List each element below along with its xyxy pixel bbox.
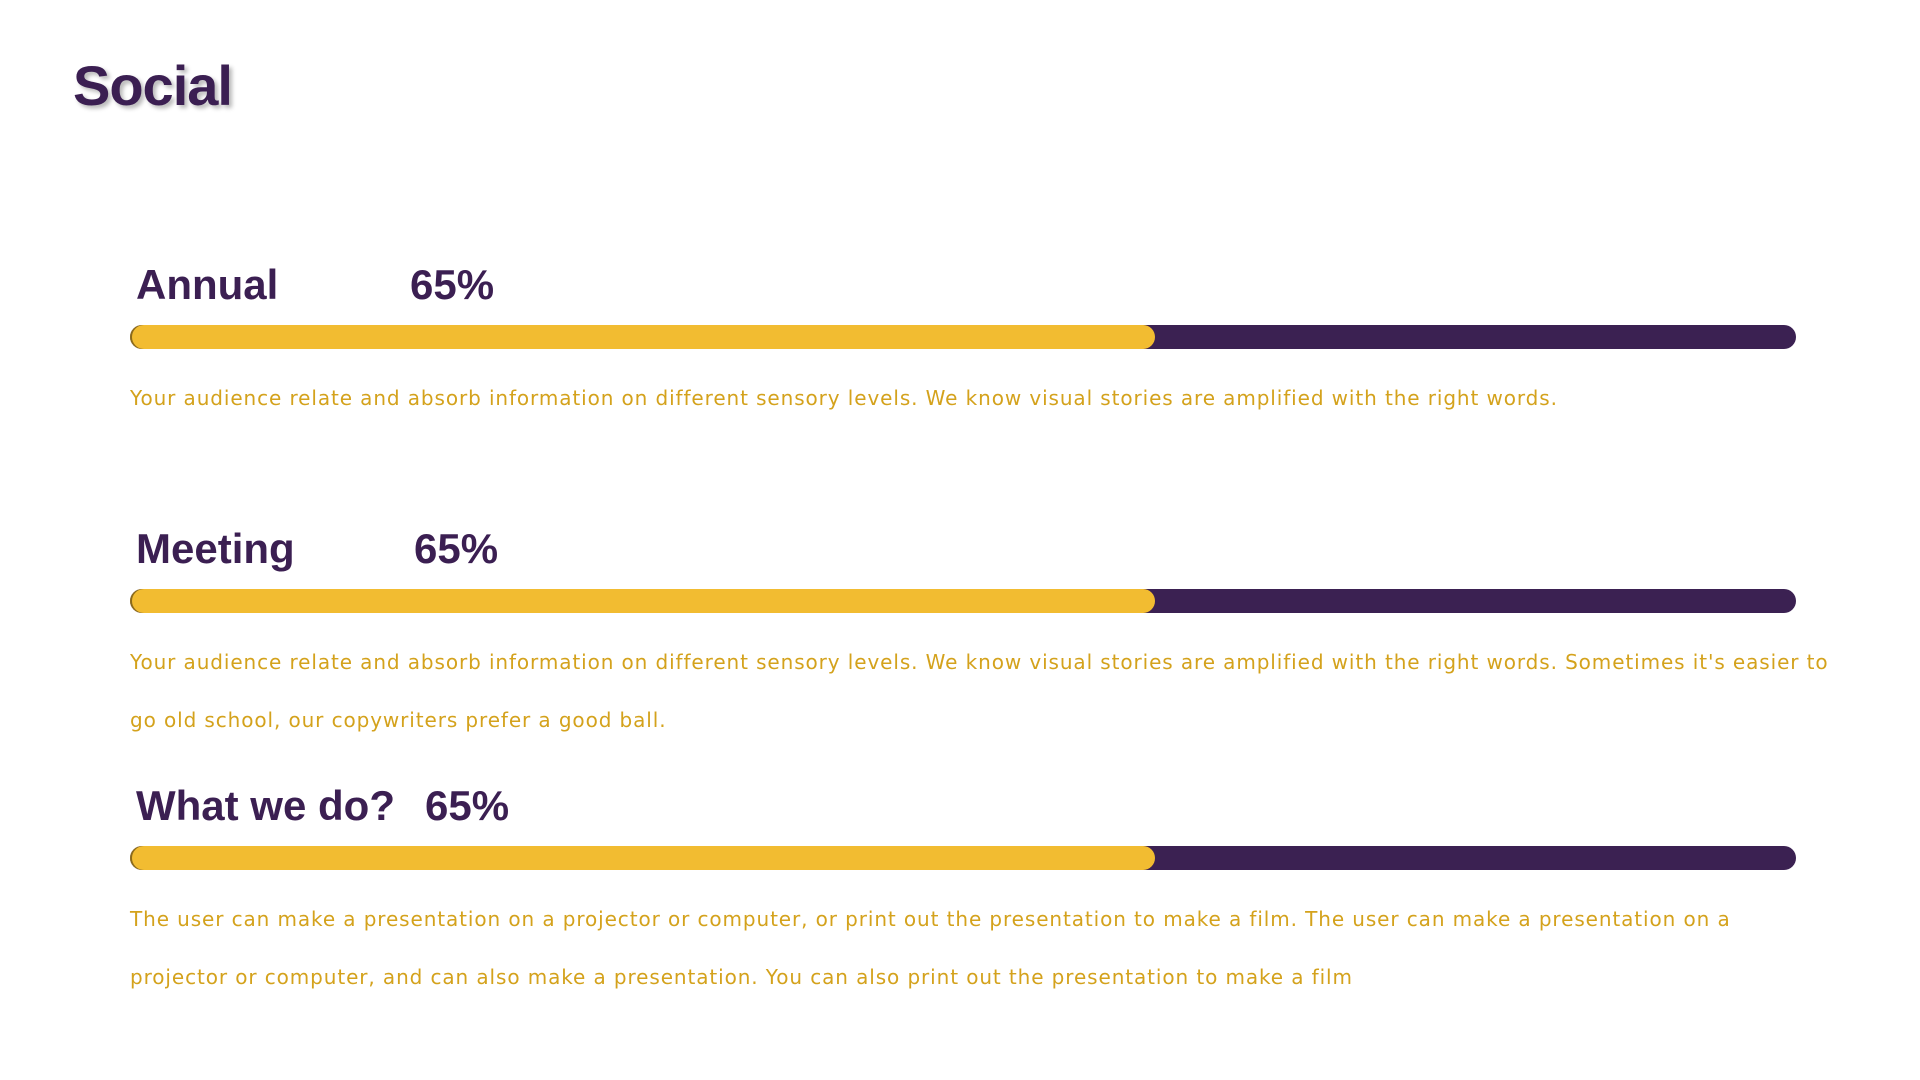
progress-bar-fill: [130, 589, 1155, 613]
progress-description: Your audience relate and absorb informat…: [130, 386, 1558, 410]
progress-bar-fill: [130, 846, 1155, 870]
progress-description: The user can make a presentation on a pr…: [130, 907, 1731, 989]
progress-item-what-we-do: What we do? 65% The user can make a pres…: [130, 776, 1796, 1006]
progress-bar-track: [130, 846, 1796, 870]
progress-label: Meeting: [136, 525, 295, 572]
progress-bar-track: [130, 325, 1796, 349]
progress-item-header: What we do? 65%: [130, 776, 1796, 836]
progress-item-annual: Annual 65% Your audience relate and abso…: [130, 255, 1796, 427]
progress-percent: 65%: [425, 782, 510, 829]
progress-item-meeting: Meeting 65% Your audience relate and abs…: [130, 519, 1828, 749]
progress-bar-fill: [130, 325, 1155, 349]
progress-item-header: Meeting 65%: [130, 519, 1796, 579]
progress-percent: 65%: [414, 525, 499, 572]
slide-title: Social: [73, 54, 233, 117]
progress-percent: 65%: [410, 261, 495, 308]
progress-description: Your audience relate and absorb informat…: [130, 650, 1829, 732]
progress-label: Annual: [136, 261, 279, 308]
progress-item-header: Annual 65%: [130, 255, 1796, 315]
progress-bar-track: [130, 589, 1796, 613]
progress-label: What we do?: [136, 782, 395, 829]
